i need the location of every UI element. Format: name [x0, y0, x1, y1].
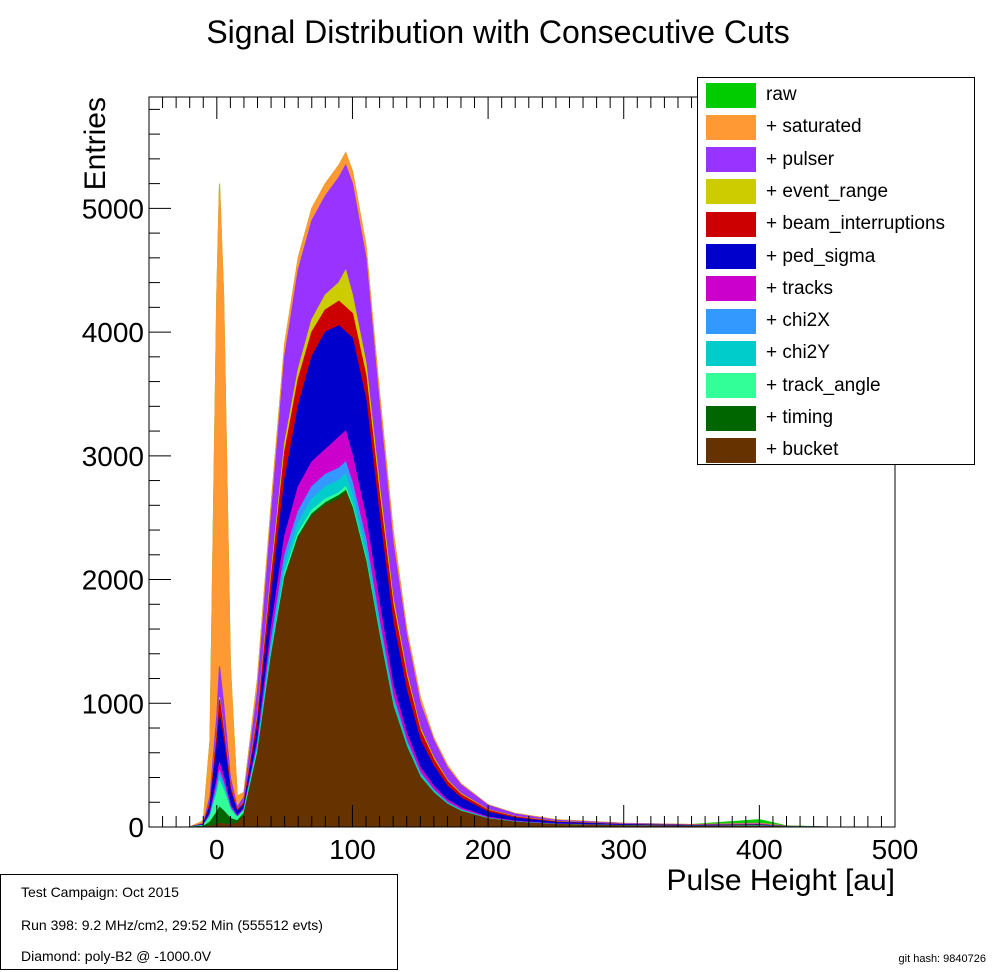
- info-line-campaign: Test Campaign: Oct 2015: [21, 884, 179, 900]
- legend-swatch: [706, 276, 756, 302]
- legend-swatch: [706, 179, 756, 205]
- x-tick-label: 400: [736, 834, 783, 865]
- y-tick-label: 1000: [82, 688, 144, 719]
- x-tick-label: 300: [600, 834, 647, 865]
- stacked-areas: [189, 151, 828, 828]
- legend-label: + tracks: [766, 277, 834, 299]
- legend-swatch: [706, 437, 756, 463]
- x-tick-label: 200: [465, 834, 512, 865]
- legend-swatch: [706, 147, 756, 173]
- legend-label: + timing: [766, 407, 834, 428]
- x-axis-title: Pulse Height [au]: [667, 864, 895, 897]
- legend-swatch: [706, 114, 756, 140]
- legend-label: raw: [766, 84, 797, 105]
- legend-label: + ped_sigma: [766, 245, 876, 267]
- legend-entry: + saturated: [706, 114, 862, 140]
- legend-entry: raw: [706, 82, 797, 108]
- legend-entry: + chi2X: [706, 308, 830, 334]
- legend-entry: + tracks: [706, 276, 833, 302]
- series-area-11: [189, 492, 828, 828]
- legend-entry: + bucket: [706, 437, 838, 463]
- legend-swatch: [706, 308, 756, 334]
- legend-label: + pulser: [766, 148, 835, 170]
- legend-label: + chi2X: [766, 310, 830, 332]
- legend-label: + bucket: [766, 439, 839, 461]
- legend-label: + beam_interruptions: [766, 213, 946, 235]
- legend-entry: + pulser: [706, 147, 834, 173]
- y-tick-label: 3000: [82, 441, 144, 472]
- legend-swatch: [706, 211, 756, 237]
- legend: raw + saturated + pulser + event_range + bea…: [697, 77, 975, 465]
- legend-entry: + beam_interruptions: [706, 211, 945, 237]
- y-tick-label: 5000: [82, 193, 144, 224]
- legend-entry: + chi2Y: [706, 340, 830, 366]
- legend-label: + track_angle: [766, 374, 881, 396]
- legend-label: + saturated: [766, 116, 862, 138]
- y-axis-title: Entries: [79, 97, 112, 190]
- legend-entry: + event_range: [706, 179, 888, 205]
- x-tick-label: 100: [329, 834, 376, 865]
- legend-label: + chi2Y: [766, 342, 830, 364]
- legend-label: + event_range: [766, 180, 889, 202]
- y-tick-label: 2000: [82, 565, 144, 596]
- git-hash: git hash: 9840726: [898, 953, 986, 965]
- legend-swatch: [706, 244, 756, 269]
- legend-entry: + track_angle: [706, 373, 881, 399]
- x-axis-ticks: 0 100 200 300 400 500: [162, 97, 919, 865]
- legend-entry: + timing: [706, 405, 833, 431]
- x-tick-label: 500: [872, 834, 919, 865]
- chart-title: Signal Distribution with Consecutive Cut…: [206, 14, 790, 50]
- legend-swatch: [706, 405, 756, 431]
- legend-entry: + ped_sigma: [706, 244, 875, 270]
- y-tick-label: 4000: [82, 317, 144, 348]
- info-line-run: Run 398: 9.2 MHz/cm2, 29:52 Min (555512 …: [21, 917, 323, 933]
- x-tick-label: 0: [209, 834, 225, 865]
- legend-swatch: [706, 82, 756, 108]
- legend-swatch: [706, 373, 756, 399]
- legend-swatch: [706, 340, 756, 366]
- run-info-box: Test Campaign: Oct 2015 Run 398: 9.2 MHz…: [0, 874, 398, 970]
- y-tick-label: 0: [128, 812, 144, 843]
- y-axis-ticks: 0 1000 2000 3000 4000 5000: [82, 108, 171, 843]
- info-line-diamond: Diamond: poly-B2 @ -1000.0V: [21, 948, 212, 964]
